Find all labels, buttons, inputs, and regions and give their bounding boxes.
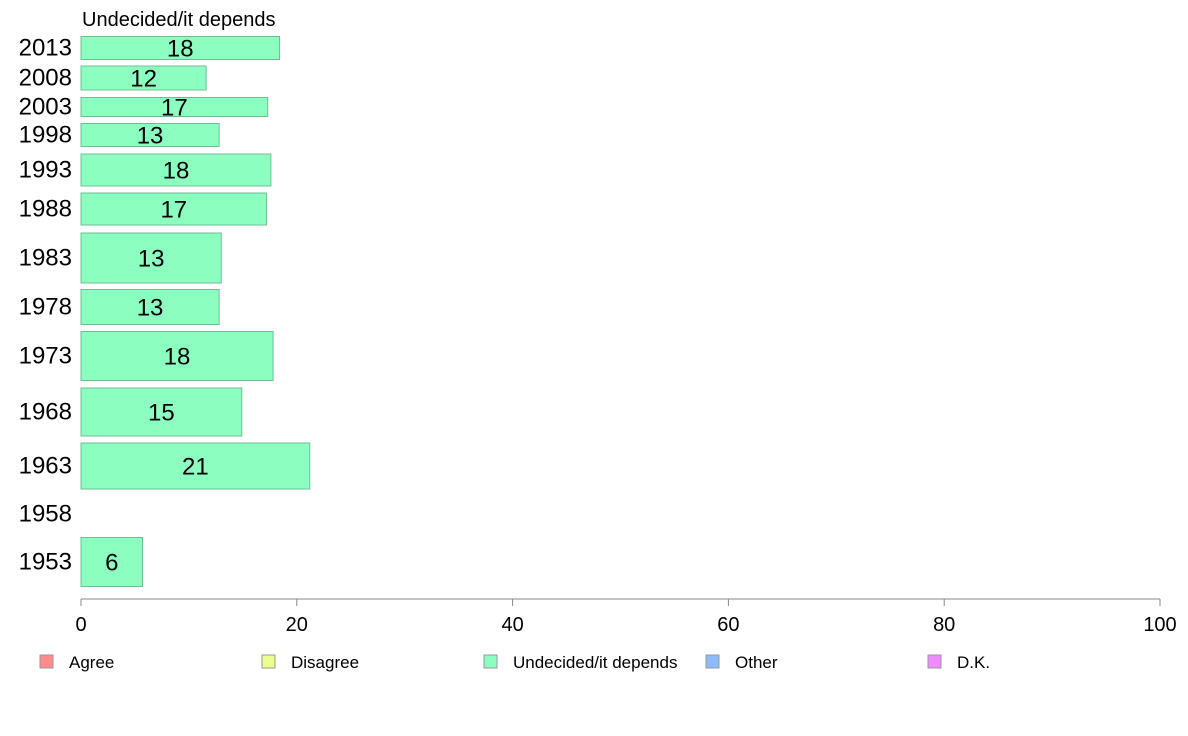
- legend-label: D.K.: [957, 653, 990, 672]
- legend-swatch: [927, 654, 942, 669]
- bar: [80, 537, 144, 587]
- bar-value-label: 15: [148, 400, 175, 427]
- x-tick-label: 100: [1143, 614, 1176, 636]
- y-tick-label: 1973: [19, 343, 72, 370]
- bar: [80, 387, 243, 437]
- legend-label: Other: [735, 653, 778, 672]
- x-tick-label: 20: [286, 614, 308, 636]
- bar: [80, 36, 281, 60]
- bar: [80, 153, 272, 187]
- y-tick-label: 2003: [19, 94, 72, 121]
- bar-value-label: 13: [137, 295, 164, 322]
- bar-value-label: 18: [163, 158, 190, 185]
- bar-value-label: 21: [182, 454, 209, 481]
- y-tick-label: 1993: [19, 157, 72, 184]
- bar-value-label: 18: [164, 344, 191, 371]
- x-tick-label: 60: [717, 614, 739, 636]
- bar: [80, 192, 268, 226]
- bar-value-label: 17: [160, 197, 187, 224]
- bar-value-label: 17: [161, 95, 188, 122]
- y-tick-label: 1983: [19, 245, 72, 272]
- x-tick-label: 80: [933, 614, 955, 636]
- y-tick-label: 2008: [19, 65, 72, 92]
- legend-label: Disagree: [291, 653, 359, 672]
- x-tick-label: 0: [75, 614, 86, 636]
- y-tick-label: 1998: [19, 122, 72, 149]
- y-tick-label: 1988: [19, 196, 72, 223]
- legend-swatch: [261, 654, 276, 669]
- y-tick-label: 1958: [19, 501, 72, 528]
- legend-swatch: [483, 654, 498, 669]
- chart-title: Undecided/it depends: [82, 9, 275, 31]
- bar: [80, 123, 220, 147]
- bar: [80, 289, 220, 325]
- bar: [80, 65, 207, 91]
- y-tick-label: 2013: [19, 35, 72, 62]
- bar-value-label: 18: [167, 36, 194, 63]
- bar-value-label: 13: [137, 123, 164, 150]
- x-axis: 0 20 40 60 80 100: [75, 598, 1177, 636]
- bar: [80, 232, 222, 284]
- y-tick-label: 1963: [19, 453, 72, 480]
- bar-value-label: 13: [138, 246, 165, 273]
- legend-label: Undecided/it depends: [513, 653, 677, 672]
- bar-value-label: 12: [130, 66, 157, 93]
- y-tick-label: 1953: [19, 549, 72, 576]
- bar-value-label: 6: [105, 550, 118, 577]
- y-tick-label: 1968: [19, 399, 72, 426]
- bar: [80, 331, 274, 381]
- y-tick-label: 1978: [19, 294, 72, 321]
- bar: [80, 442, 311, 490]
- x-tick-label: 40: [501, 614, 523, 636]
- legend: Agree Disagree Undecided/it depends Other D.…: [39, 653, 990, 672]
- legend-label: Agree: [69, 653, 114, 672]
- bar: [80, 97, 269, 117]
- legend-swatch: [705, 654, 720, 669]
- legend-swatch: [39, 654, 54, 669]
